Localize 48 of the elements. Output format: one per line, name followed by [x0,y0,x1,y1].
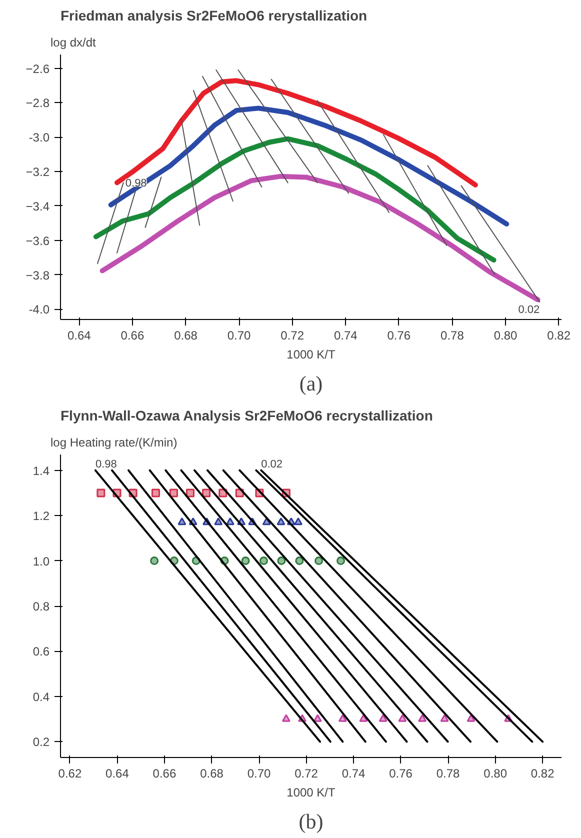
x-tick-label: 0.66 [120,328,144,342]
x-tick-label: 0.78 [436,766,460,780]
annotation: 0.98 [125,178,147,190]
x-tick-label: 0.80 [494,328,518,342]
text: (b) [298,810,324,834]
x-tick-label: 0.72 [294,766,318,780]
x-tick-label: 0.70 [227,328,252,342]
x-tick-label: 0.74 [334,328,358,342]
y-tick-label: −3.2 [26,165,50,180]
y-axis-title: log dx/dt [50,36,97,50]
x-tick-label: 0.72 [280,328,304,342]
y-tick-label: 0.8 [32,600,50,614]
y-tick-label: −3.4 [26,199,50,214]
y-tick-label: 1.4 [32,464,50,478]
x-tick-label: 0.68 [174,328,198,342]
x-tick-label: 0.76 [387,328,411,342]
y-tick-label: 0.6 [32,644,50,659]
y-tick-label: -4.0 [28,302,50,317]
x-tick-label: 0.64 [67,328,92,342]
x-tick-label: 0.70 [247,766,272,780]
y-tick-label: −3.6 [26,234,50,248]
x-tick-label: 0.80 [484,766,508,780]
x-tick-label: 0.82 [547,328,571,342]
text: (a) [299,372,323,396]
chart-title: Friedman analysis Sr2FeMoO6 rerystallization [60,8,368,24]
y-tick-label: −3.8 [26,268,50,282]
x-tick-label: 0.62 [58,766,82,780]
annotation: 0.98 [95,458,117,470]
y-tick-label: 1.0 [32,554,50,568]
y-tick-label: 0.4 [32,690,50,704]
y-tick-label: −2.6 [26,62,50,76]
x-tick-label: 0.76 [389,766,413,780]
chart-title: Flynn-Wall-Ozawa Analysis Sr2FeMoO6 recrystallization [60,408,433,424]
y-tick-label: 1.2 [32,509,50,524]
y-tick-label: 0.2 [32,735,50,750]
x-tick-label: 0.66 [152,766,176,780]
x-tick-label: 0.64 [106,766,130,780]
x-tick-label: 0.82 [530,766,555,780]
y-tick-label: −2.8 [26,96,50,110]
y-tick-label: -3.0 [28,130,50,145]
x-tick-label: 0.68 [200,766,224,780]
y-axis-title: log Heating rate/(K/min) [50,436,178,450]
annotation: 0.02 [518,304,540,316]
x-tick-label: 0.74 [342,766,366,780]
x-axis-title: 1000 K/T [286,786,336,800]
x-tick-label: 0.78 [440,328,464,342]
annotation: 0.02 [261,458,283,470]
x-axis-title: 1000 K/T [286,348,336,362]
